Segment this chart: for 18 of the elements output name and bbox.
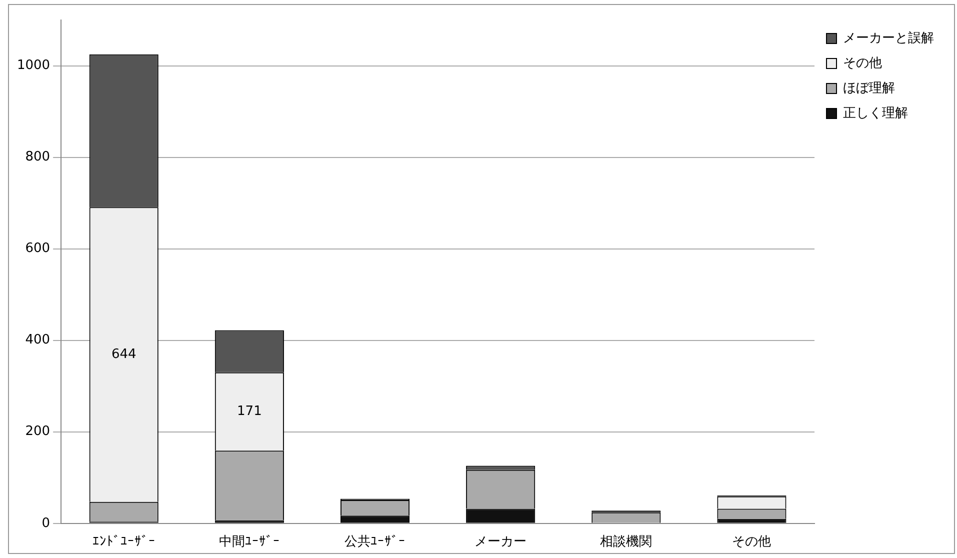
data-label: 171 — [237, 404, 262, 419]
legend-label: 正しく理解 — [843, 106, 908, 121]
data-label: 644 — [111, 346, 136, 362]
x-tick-label: その他 — [732, 534, 772, 550]
y-tick-label: 800 — [25, 150, 50, 165]
legend-label: ほぼ理解 — [843, 80, 895, 96]
x-tick-label: 中間ﾕｰｻﾞｰ — [218, 534, 280, 550]
x-tick-label: 公共ﾕｰｻﾞｰ — [344, 534, 406, 550]
x-tick-label: ｴﾝﾄﾞﾕｰｻﾞｰ — [92, 534, 156, 550]
y-tick-label: 200 — [25, 424, 50, 440]
x-tick-label: メーカー — [474, 534, 527, 550]
legend-label: その他 — [843, 56, 882, 71]
y-tick-label: 1000 — [16, 58, 50, 74]
y-tick-label: 600 — [25, 241, 50, 256]
x-tick-label: 相談機関 — [600, 534, 652, 550]
y-tick-label: 400 — [25, 332, 50, 348]
legend-label: メーカーと誤解 — [843, 30, 934, 46]
y-tick-label: 0 — [42, 516, 50, 531]
